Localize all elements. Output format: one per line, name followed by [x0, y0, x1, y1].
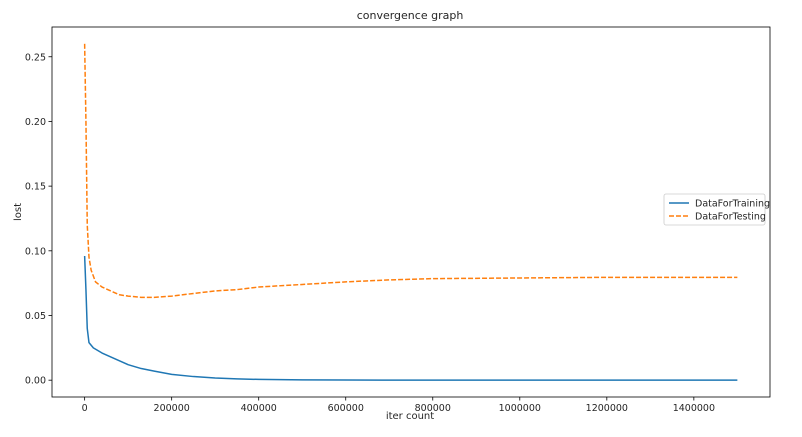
series-line-0	[83, 255, 738, 381]
x-tick-label: 800000	[415, 403, 451, 414]
y-axis: 0.00 0.05 0.10 0.15 0.20 0.25	[25, 52, 52, 387]
y-tick-label: 0.05	[25, 311, 46, 322]
chart-title: convergence graph	[357, 9, 464, 22]
x-tick-label: 400000	[241, 403, 277, 414]
x-tick-label: 200000	[154, 403, 190, 414]
legend-label-0: DataForTraining	[695, 199, 770, 210]
x-axis: 0 200000 400000 600000 800000 1000000 1200000 1…	[82, 397, 715, 414]
legend: DataForTraining DataForTesting	[663, 193, 770, 226]
x-tick-label: 1200000	[586, 403, 628, 414]
y-tick-label: 0.00	[25, 376, 46, 387]
y-tick-label: 0.25	[25, 52, 46, 63]
legend-label-1: DataForTesting	[695, 212, 766, 223]
y-tick-label: 0.20	[25, 117, 46, 128]
x-axis-label: iter count	[386, 411, 434, 422]
x-tick-label: 1000000	[499, 403, 541, 414]
series-layer	[83, 43, 738, 381]
plot-frame	[51, 26, 771, 398]
y-axis-label: lost	[13, 203, 24, 221]
x-tick-label: 600000	[328, 403, 364, 414]
plot-area	[51, 26, 771, 398]
series-line-1	[83, 43, 738, 299]
y-tick-label: 0.10	[25, 246, 46, 257]
x-tick-label: 1400000	[673, 403, 715, 414]
y-tick-label: 0.15	[25, 182, 46, 193]
legend-box	[663, 193, 766, 226]
x-tick-label: 0	[82, 403, 88, 414]
